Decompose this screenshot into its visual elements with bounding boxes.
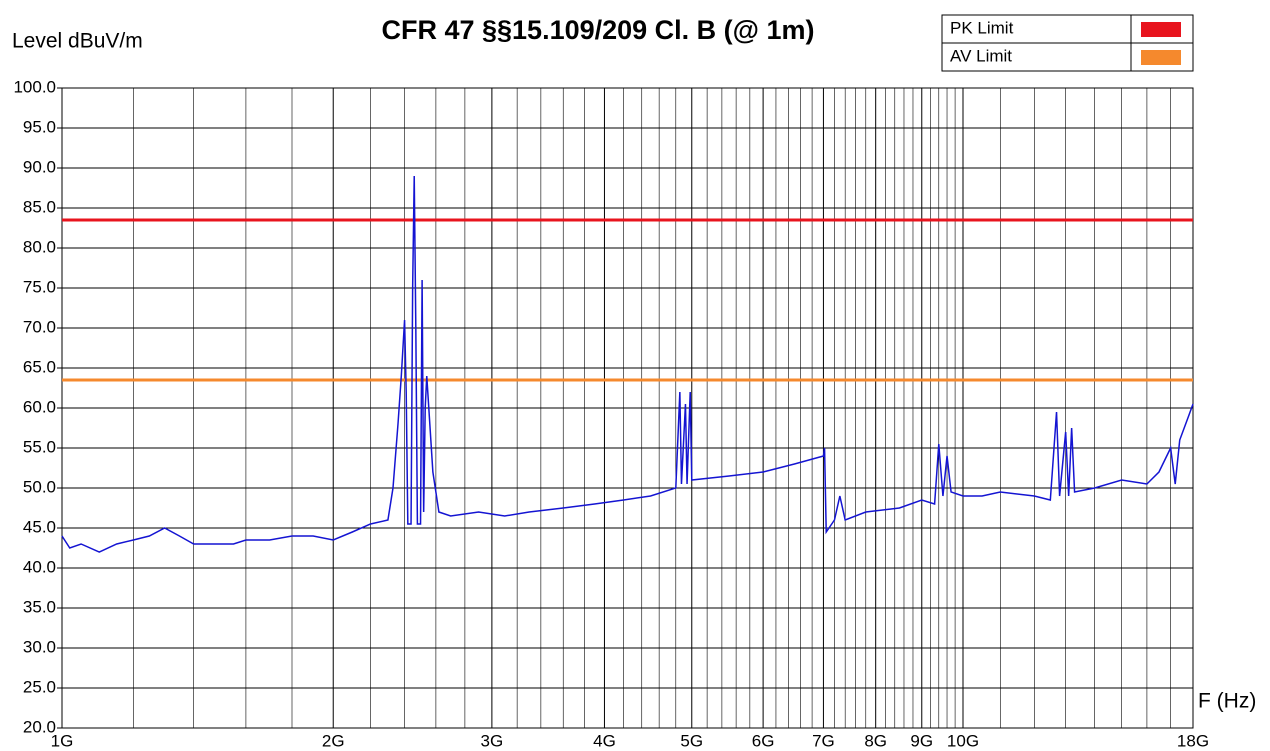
y-tick-label: 25.0	[23, 677, 56, 696]
y-tick-label: 35.0	[23, 597, 56, 616]
y-tick-label: 30.0	[23, 637, 56, 656]
y-axis-label: Level dBuV/m	[12, 30, 143, 53]
legend-cell	[941, 42, 1132, 72]
y-tick-label: 20.0	[23, 717, 56, 736]
y-tick-label: 80.0	[23, 237, 56, 256]
chart-title: CFR 47 §§15.109/209 Cl. B (@ 1m)	[381, 15, 814, 45]
x-tick-label: 10G	[947, 731, 979, 750]
x-tick-label: 5G	[680, 731, 703, 750]
legend-swatch	[1141, 22, 1181, 37]
y-tick-label: 100.0	[13, 77, 56, 96]
x-tick-label: 2G	[322, 731, 345, 750]
y-tick-label: 50.0	[23, 477, 56, 496]
y-tick-label: 40.0	[23, 557, 56, 576]
legend-label: AV Limit	[950, 46, 1012, 65]
x-tick-label: 4G	[593, 731, 616, 750]
y-tick-label: 70.0	[23, 317, 56, 336]
legend-swatch	[1141, 50, 1181, 65]
legend-cell	[941, 14, 1132, 44]
y-tick-label: 95.0	[23, 117, 56, 136]
y-tick-label: 65.0	[23, 357, 56, 376]
x-tick-label: 6G	[752, 731, 775, 750]
y-tick-label: 60.0	[23, 397, 56, 416]
x-tick-label: 7G	[812, 731, 835, 750]
x-tick-label: 9G	[910, 731, 933, 750]
x-tick-label: 18G	[1177, 731, 1209, 750]
y-tick-label: 75.0	[23, 277, 56, 296]
y-tick-label: 45.0	[23, 517, 56, 536]
y-tick-label: 85.0	[23, 197, 56, 216]
legend-label: PK Limit	[950, 18, 1014, 37]
x-axis-label: F (Hz)	[1198, 690, 1256, 713]
x-tick-label: 1G	[51, 731, 74, 750]
series-line	[61, 175, 1194, 553]
y-tick-label: 55.0	[23, 437, 56, 456]
x-tick-label: 8G	[864, 731, 887, 750]
x-tick-label: 3G	[481, 731, 504, 750]
y-tick-label: 90.0	[23, 157, 56, 176]
